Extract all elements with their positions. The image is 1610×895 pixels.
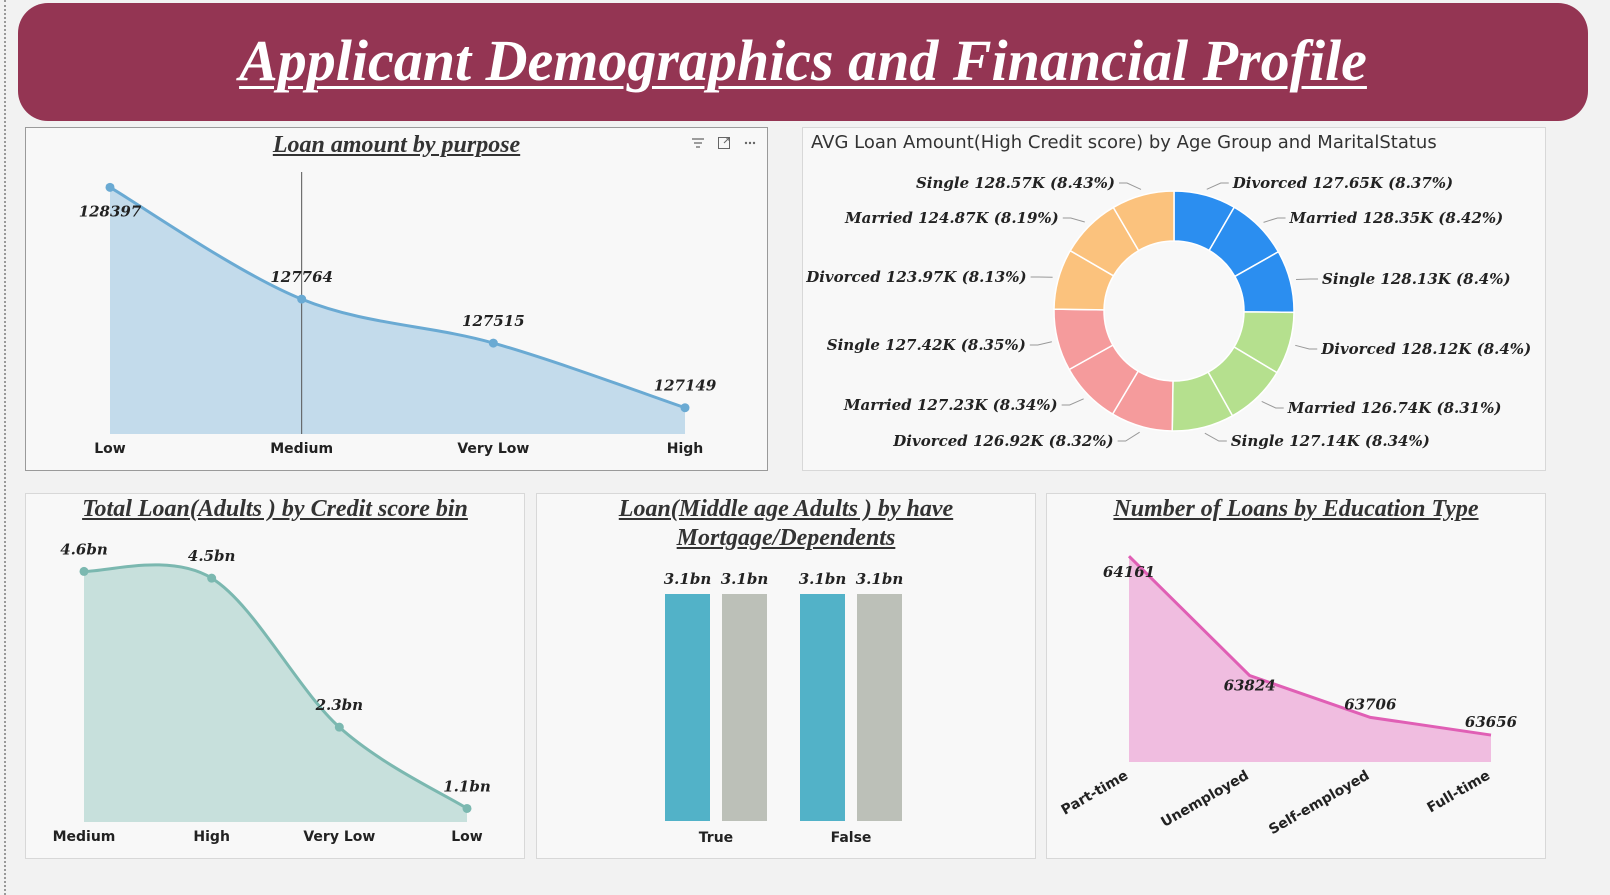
education-chart: 64161 Part-time 63824 Unemployed 63706 Self-e… (1059, 555, 1518, 838)
data-point (297, 294, 307, 304)
area-fill (84, 564, 467, 822)
credit-bin-chart: 4.6bn Medium 4.5bn High 2.3bn Very Low 1.1bn Lo… (53, 540, 491, 845)
category-tick-label: Full-time (1425, 768, 1493, 817)
education-title: Number of Loans by Education Type (1113, 496, 1479, 522)
focus-mode-icon[interactable] (713, 133, 735, 153)
marital-donut-title: AVG Loan Amount(High Credit score) by Ag… (811, 132, 1437, 153)
donut-slice (1112, 190, 1175, 252)
page-left-border (4, 0, 6, 895)
data-label: 63706 (1344, 695, 1397, 713)
category-tick-label: Low (94, 441, 126, 457)
category-tick-label: Medium (270, 441, 333, 457)
credit-bin-title: Total Loan(Adults ) by Credit score bin (82, 496, 468, 522)
leader-line (1295, 278, 1319, 281)
leader-line (1061, 398, 1084, 406)
loan-purpose-title: Loan amount by purpose (272, 132, 521, 158)
slice-label: Single 128.57K (8.43%) (916, 174, 1115, 192)
leader-line (1062, 217, 1085, 223)
data-label: 3.1bn (664, 570, 712, 588)
leader-line (1117, 431, 1140, 442)
slice-label: Divorced 123.97K (8.13%) (805, 268, 1026, 286)
data-point (207, 573, 217, 583)
category-tick-label: Very Low (303, 829, 375, 845)
data-label: 3.1bn (856, 570, 904, 588)
series-line (109, 186, 686, 410)
marital-donut-panel[interactable]: AVG Loan Amount(High Credit score) by Ag… (802, 127, 1546, 471)
more-options-icon[interactable] (739, 133, 761, 153)
credit-bin-panel[interactable]: Total Loan(Adults ) by Credit score bin … (25, 493, 525, 859)
slice-label: Single 127.14K (8.34%) (1231, 432, 1430, 450)
leader-line (1263, 217, 1286, 223)
data-label: 64161 (1103, 563, 1155, 581)
category-tick-label: True (699, 830, 733, 846)
leader-line (1295, 344, 1318, 350)
leader-line (1029, 341, 1052, 346)
category-tick-label: Low (451, 829, 483, 845)
slice-label: Married 126.74K (8.31%) (1287, 399, 1502, 417)
mortgage-panel[interactable]: Loan(Middle age Adults ) by have Mortgag… (536, 493, 1036, 859)
category-tick-label: Very Low (457, 441, 529, 457)
data-point (334, 722, 344, 732)
leader-line (1204, 432, 1227, 442)
data-label: 127764 (270, 268, 333, 286)
education-panel[interactable]: Number of Loans by Education Type 64161 P… (1046, 493, 1546, 859)
bar (722, 594, 767, 821)
series-line (83, 563, 468, 810)
data-point (105, 182, 115, 192)
header-banner: Applicant Demographics and Financial Pro… (18, 3, 1588, 121)
category-tick-label: Part-time (1059, 768, 1131, 819)
data-label: 127149 (654, 377, 717, 395)
visual-toolbar (687, 133, 761, 153)
category-tick-label: High (667, 441, 704, 457)
slice-label: Single 127.42K (8.35%) (827, 336, 1026, 354)
slice-label: Divorced 127.65K (8.37%) (1232, 174, 1453, 192)
loan-purpose-panel[interactable]: Loan amount by purpose 128397 Low 127764 Me… (25, 127, 768, 471)
data-label: 4.5bn (188, 547, 236, 565)
bar (800, 594, 845, 821)
slice-label: Divorced 128.12K (8.4%) (1320, 340, 1531, 358)
filter-icon[interactable] (687, 133, 709, 153)
loan-purpose-chart: 128397 Low 127764 Medium 127515 Very Low 12714… (79, 172, 717, 457)
category-tick-label: Unemployed (1158, 768, 1251, 831)
data-point (79, 566, 89, 576)
area-fill (110, 187, 685, 434)
series-line (1127, 555, 1492, 737)
category-tick-label: High (193, 829, 230, 845)
data-label: 2.3bn (315, 696, 364, 714)
data-label: 4.6bn (60, 540, 108, 558)
slice-label: Single 128.13K (8.4%) (1322, 270, 1511, 288)
mortgage-title: Loan(Middle age Adults ) by have Mortgag… (618, 496, 954, 551)
data-label: 3.1bn (721, 570, 769, 588)
area-fill (1129, 556, 1491, 762)
marital-donut-chart: Divorced 127.65K (8.37%) Married 128.35K … (805, 174, 1531, 450)
slice-label: Divorced 126.92K (8.32%) (892, 432, 1113, 450)
slice-label: Married 128.35K (8.42%) (1289, 209, 1504, 227)
category-tick-label: Self-employed (1266, 768, 1372, 838)
data-point (680, 403, 690, 413)
data-point (462, 803, 472, 813)
data-label: 3.1bn (799, 570, 847, 588)
bar (857, 594, 902, 821)
leader-line (1261, 400, 1284, 409)
data-label: 63656 (1465, 713, 1518, 731)
data-label: 1.1bn (443, 777, 491, 795)
slice-label: Married 127.23K (8.34%) (843, 396, 1058, 414)
leader-line (1206, 182, 1229, 190)
mortgage-chart: 3.1bn 3.1bn True 3.1bn 3.1bn False (664, 570, 904, 846)
data-label: 128397 (79, 202, 142, 220)
data-label: 63824 (1224, 677, 1276, 695)
data-point (488, 338, 498, 348)
slice-label: Married 124.87K (8.19%) (844, 209, 1059, 227)
bar (665, 594, 710, 821)
category-tick-label: False (831, 830, 872, 846)
data-label: 127515 (462, 312, 525, 330)
category-tick-label: Medium (53, 829, 116, 845)
leader-line (1119, 182, 1142, 190)
page-title: Applicant Demographics and Financial Pro… (239, 27, 1367, 93)
